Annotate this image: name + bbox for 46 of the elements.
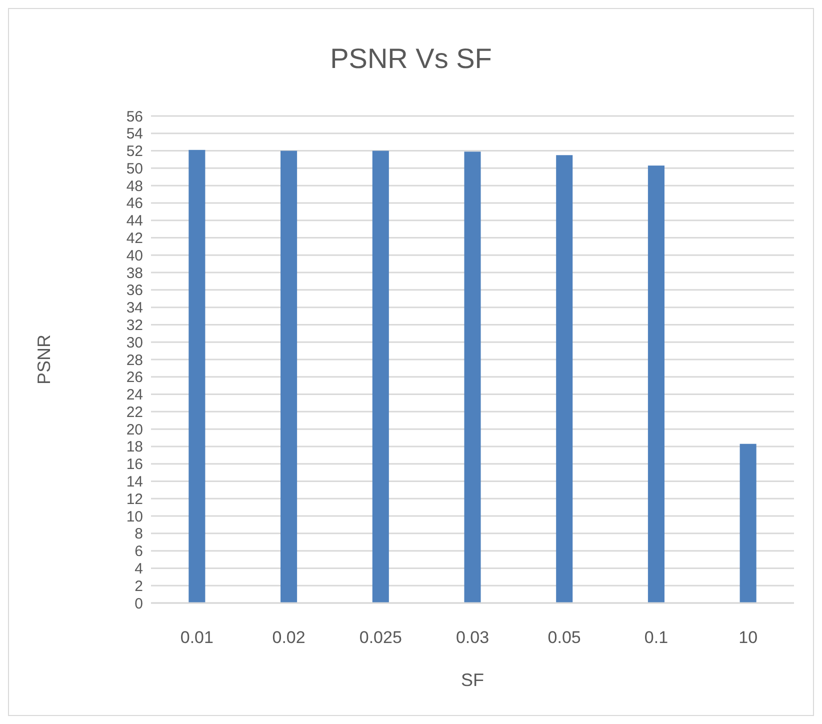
x-axis-title: SF xyxy=(460,670,484,690)
y-tick-label: 4 xyxy=(134,560,143,578)
y-tick-label: 22 xyxy=(126,404,143,421)
y-tick-label: 10 xyxy=(126,508,143,526)
x-tick-label: 0.01 xyxy=(180,628,214,647)
chart-title: PSNR Vs SF xyxy=(330,43,492,74)
y-tick-label: 38 xyxy=(126,264,143,282)
y-tick-label: 42 xyxy=(126,230,143,247)
bar xyxy=(740,444,756,603)
y-tick-label: 20 xyxy=(126,421,143,438)
bar xyxy=(464,152,481,603)
y-tick-label: 30 xyxy=(126,334,143,352)
y-tick-label: 6 xyxy=(134,543,143,560)
y-tick-label: 36 xyxy=(126,282,143,300)
y-tick-label: 44 xyxy=(126,212,143,230)
y-tick-label: 50 xyxy=(126,160,143,178)
x-tick-label: 0.02 xyxy=(272,628,306,647)
x-tick-label: 10 xyxy=(738,628,758,647)
y-tick-label: 18 xyxy=(126,438,143,456)
y-tick-label: 34 xyxy=(126,300,143,317)
bar xyxy=(372,150,389,603)
x-tick-label: 0.05 xyxy=(548,628,581,647)
y-tick-label: 26 xyxy=(126,369,143,386)
bar xyxy=(188,150,206,603)
x-tick-label: 0.03 xyxy=(456,628,490,647)
y-tick-label: 24 xyxy=(126,386,143,404)
y-tick-label: 46 xyxy=(126,195,143,212)
y-tick-label: 54 xyxy=(126,126,143,143)
bar xyxy=(648,166,664,603)
y-tick-label: 48 xyxy=(126,178,143,195)
y-tick-label: 12 xyxy=(126,490,143,508)
y-tick-label: 0 xyxy=(134,595,143,612)
y-tick-label: 28 xyxy=(126,352,143,369)
y-tick-label: 52 xyxy=(126,143,143,160)
x-tick-label: 0.1 xyxy=(644,628,668,647)
y-tick-label: 14 xyxy=(126,474,143,490)
y-tick-label: 8 xyxy=(134,526,143,543)
bar xyxy=(280,150,298,603)
x-tick-label: 0.025 xyxy=(359,628,402,647)
y-tick-label: 32 xyxy=(126,316,143,334)
y-tick-label: 2 xyxy=(134,578,143,595)
bar xyxy=(556,155,573,603)
y-tick-label: 40 xyxy=(126,247,143,264)
y-tick-label: 56 xyxy=(126,108,143,126)
y-tick-label: 16 xyxy=(126,456,143,474)
y-axis-title: PSNR xyxy=(34,334,54,385)
